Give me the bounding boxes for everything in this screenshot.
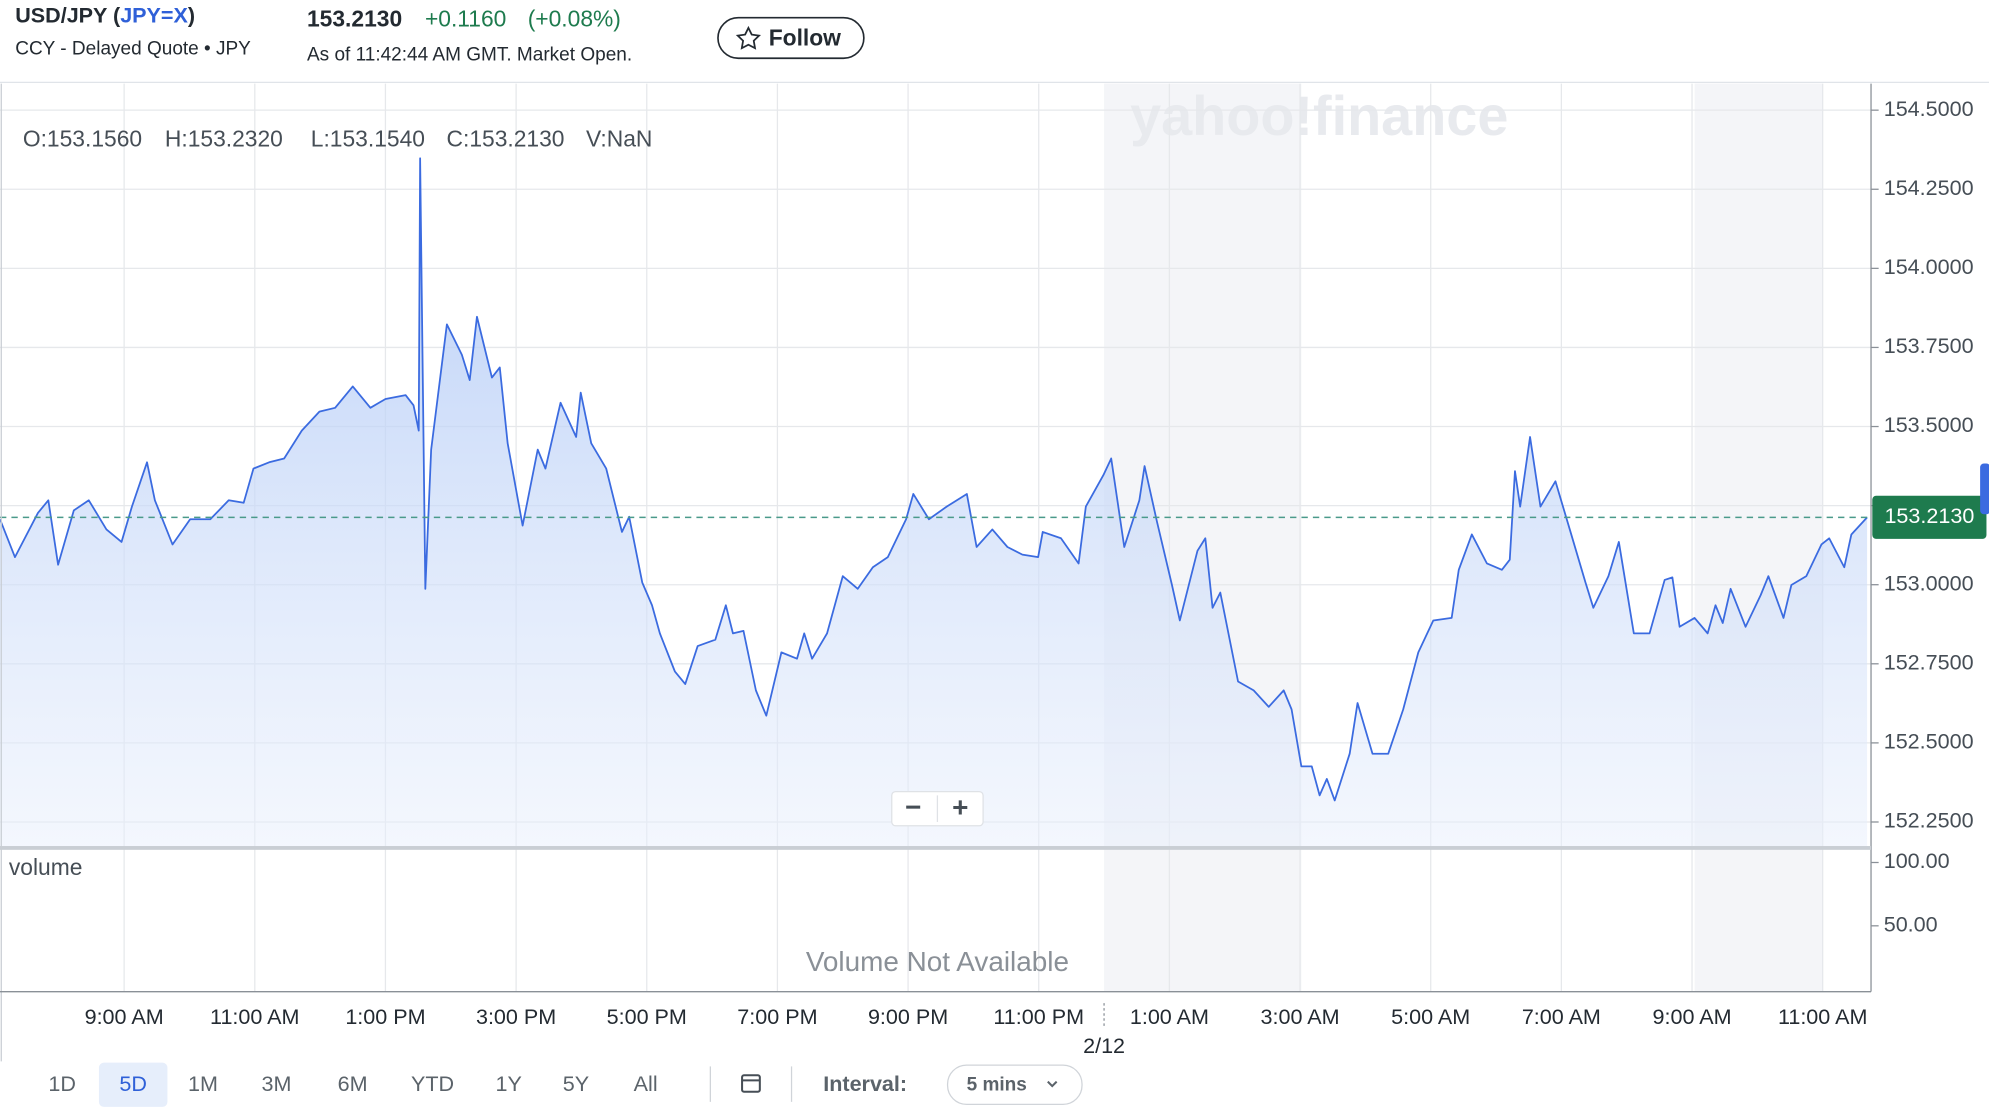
price-label: 153.2130 — [1884, 504, 1974, 528]
range-button[interactable]: All — [634, 1072, 658, 1096]
interval-value: 5 mins — [967, 1074, 1027, 1095]
title-close: ) — [188, 3, 195, 27]
y-tick-label: 154.2500 — [1884, 176, 1974, 200]
ohlc-legend: O:153.1560 — [23, 126, 142, 152]
volume-tick-label: 100.00 — [1884, 849, 1950, 873]
day-label: 2/12 — [1083, 1034, 1125, 1058]
ohlc-legend: L:153.1540 — [311, 126, 425, 152]
x-tick-label: 1:00 AM — [1130, 1005, 1209, 1029]
y-tick-label: 152.7500 — [1884, 651, 1974, 675]
range-button[interactable]: 5D — [119, 1072, 147, 1096]
range-button[interactable]: 5Y — [563, 1072, 589, 1096]
y-tick-label: 154.5000 — [1884, 97, 1974, 121]
side-tab[interactable] — [1980, 463, 1989, 515]
y-tick-label: 152.2500 — [1884, 809, 1974, 833]
y-tick-label: 154.0000 — [1884, 255, 1974, 279]
watermark: yahoo!finance — [1130, 85, 1508, 147]
x-tick-label: 1:00 PM — [345, 1005, 425, 1029]
x-tick-label: 7:00 PM — [737, 1005, 817, 1029]
range-button[interactable]: YTD — [411, 1072, 454, 1096]
volume-tick-label: 50.00 — [1884, 913, 1938, 937]
price: 153.2130 — [307, 5, 402, 31]
range-selected-bg — [98, 1062, 168, 1107]
change-pct: (+0.08%) — [528, 5, 621, 31]
volume-message: Volume Not Available — [806, 946, 1069, 977]
x-tick-label: 9:00 PM — [868, 1005, 948, 1029]
x-tick-label: 11:00 AM — [210, 1005, 299, 1029]
x-tick-label: 3:00 PM — [476, 1005, 556, 1029]
x-tick-label: 9:00 AM — [85, 1005, 164, 1029]
title-symbol: JPY=X — [120, 3, 188, 27]
x-tick-label: 7:00 AM — [1522, 1005, 1601, 1029]
follow-label: Follow — [769, 24, 841, 50]
subtitle: CCY - Delayed Quote • JPY — [15, 38, 251, 59]
x-tick-label: 3:00 AM — [1261, 1005, 1340, 1029]
plot: yahoo!finance 154.5000 154.2500 154.0000 153… — [0, 83, 1989, 1062]
as-of: As of 11:42:44 AM GMT. Market Open. — [307, 45, 632, 66]
controls: 1D 5D 1M 3M 6M YTD 1Y 5Y All — [48, 1062, 658, 1107]
price-label-box — [1872, 495, 1987, 539]
volume-label: volume — [9, 854, 83, 880]
x-tick-label: 11:00 PM — [993, 1005, 1084, 1029]
price-line — [0, 157, 1868, 802]
range-button[interactable]: 1M — [188, 1072, 218, 1096]
chevron-icon — [1047, 1080, 1058, 1088]
y-tick-label: 153.5000 — [1884, 413, 1974, 437]
x-tick-label: 5:00 PM — [607, 1005, 687, 1029]
range-button[interactable]: 1Y — [495, 1072, 521, 1096]
range-button[interactable]: 6M — [338, 1072, 368, 1096]
y-tick-label: 153.7500 — [1884, 334, 1974, 358]
title: USD/JPY (JPY=X) — [15, 3, 195, 27]
zoom-button[interactable]: + — [952, 792, 968, 823]
calendar-button[interactable] — [741, 1074, 761, 1093]
interval-select[interactable] — [946, 1064, 1083, 1106]
calendar-icon — [741, 1074, 761, 1093]
range-button[interactable]: 1D — [48, 1072, 76, 1096]
x-tick-label: 11:00 AM — [1778, 1005, 1867, 1029]
interval-label: Interval: — [823, 1072, 907, 1096]
zoom-button[interactable]: − — [905, 792, 921, 823]
title-pair: USD/JPY ( — [15, 3, 121, 27]
range-button[interactable]: 3M — [262, 1072, 292, 1096]
ohlc-legend: C:153.2130 — [447, 126, 565, 152]
shaded-range — [1694, 83, 1823, 992]
star-icon — [735, 25, 761, 50]
ohlc-legend: H:153.2320 — [165, 126, 283, 152]
y-tick-label: 152.5000 — [1884, 730, 1974, 754]
y-tick-label: 153.0000 — [1884, 571, 1974, 595]
change: +0.1160 — [425, 5, 506, 31]
price-area — [0, 158, 1868, 847]
x-tick-label: 5:00 AM — [1391, 1005, 1470, 1029]
ohlc-legend: V:NaN — [586, 126, 652, 152]
x-tick-label: 9:00 AM — [1652, 1005, 1731, 1029]
pane-separator — [0, 846, 1872, 850]
